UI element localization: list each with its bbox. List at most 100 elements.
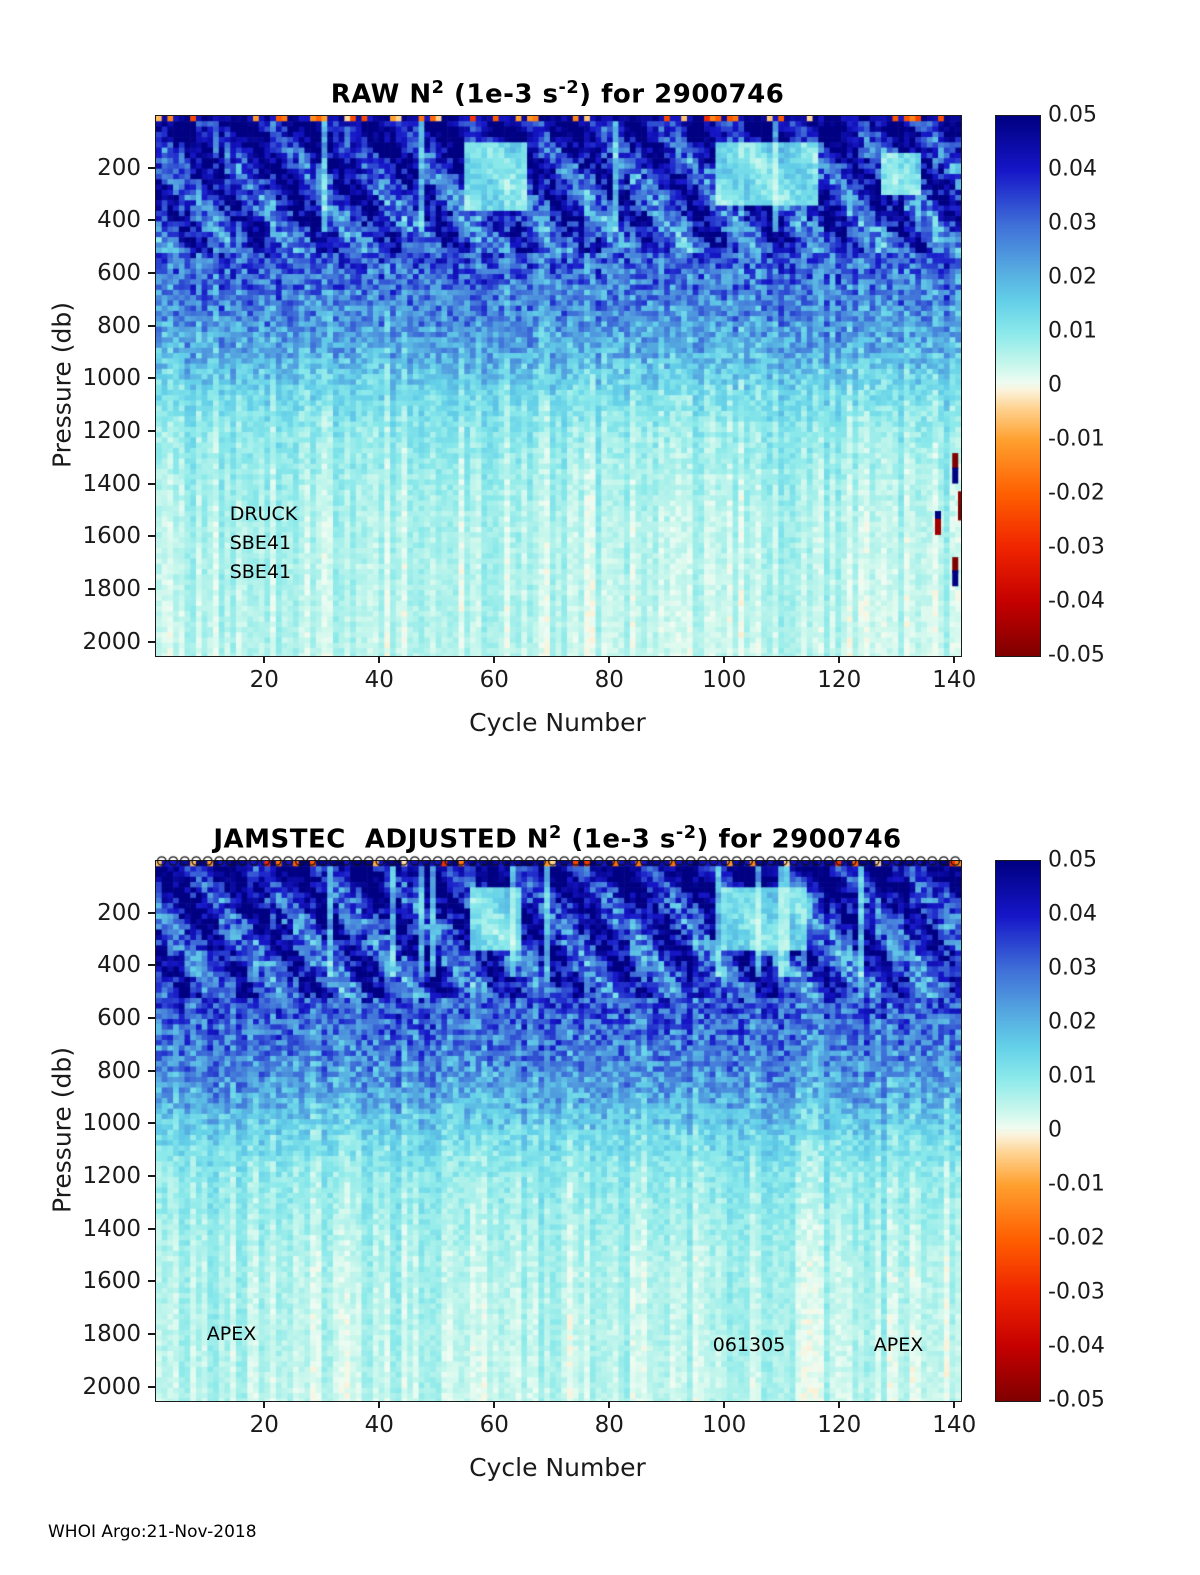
y-tick-label: 800 xyxy=(97,1057,141,1084)
x-tick-mark xyxy=(493,656,496,663)
colorbar-canvas xyxy=(996,861,1040,1401)
x-tick-label: 20 xyxy=(249,1412,279,1438)
heatmap-canvas xyxy=(156,116,961,656)
x-tick-mark xyxy=(378,1401,381,1408)
x-tick-mark xyxy=(263,1401,266,1408)
y-tick-mark xyxy=(148,1175,155,1178)
plot-annotation: APEX xyxy=(873,1333,924,1356)
x-tick-mark xyxy=(493,1401,496,1408)
y-tick-mark xyxy=(148,377,155,380)
y-tick-label: 600 xyxy=(97,1005,141,1032)
y-tick-mark xyxy=(148,1017,155,1020)
y-tick-mark xyxy=(148,324,155,327)
title-superscript: 2 xyxy=(431,78,445,98)
y-tick-label: 1600 xyxy=(82,523,141,550)
y-tick-mark xyxy=(148,964,155,967)
y-tick-label: 600 xyxy=(97,260,141,287)
y-tick-label: 200 xyxy=(97,154,141,181)
colorbar-tick-label: -0.01 xyxy=(1048,1171,1105,1197)
colorbar-tick-label: 0.01 xyxy=(1048,318,1097,344)
plot-annotation: SBE41 xyxy=(229,561,292,584)
x-tick-label: 120 xyxy=(817,1412,862,1438)
x-tick-label: 20 xyxy=(249,667,279,693)
y-tick-mark xyxy=(148,482,155,485)
x-tick-label: 80 xyxy=(594,667,624,693)
title-superscript: -2 xyxy=(558,78,580,98)
colorbar-tick-label: -0.03 xyxy=(1048,534,1105,560)
colorbar-tick-label: 0.03 xyxy=(1048,955,1097,981)
y-tick-mark xyxy=(148,1385,155,1388)
y-tick-label: 800 xyxy=(97,312,141,339)
x-tick-label: 40 xyxy=(364,667,394,693)
y-tick-label: 1800 xyxy=(82,576,141,603)
colorbar-tick-label: 0.05 xyxy=(1048,102,1097,128)
colorbar-tick-label: -0.02 xyxy=(1048,480,1105,506)
colorbar-tick-label: -0.05 xyxy=(1048,642,1105,668)
colorbar-tick-label: 0.03 xyxy=(1048,210,1097,236)
y-tick-mark xyxy=(148,1122,155,1125)
y-tick-label: 2000 xyxy=(82,1373,141,1400)
colorbar-tick-label: -0.03 xyxy=(1048,1279,1105,1305)
x-tick-label: 40 xyxy=(364,1412,394,1438)
footer-credit: WHOI Argo:21-Nov-2018 xyxy=(48,1522,257,1542)
y-tick-label: 1000 xyxy=(82,365,141,392)
y-tick-mark xyxy=(148,535,155,538)
heatmap-canvas xyxy=(156,861,961,1401)
y-tick-label: 1200 xyxy=(82,418,141,445)
y-tick-label: 1200 xyxy=(82,1163,141,1190)
y-tick-mark xyxy=(148,430,155,433)
x-tick-mark xyxy=(723,656,726,663)
y-tick-label: 400 xyxy=(97,952,141,979)
chart-raw-n2: RAW N2 (1e-3 s-2) for 2900746 Pressure (… xyxy=(0,60,1200,805)
y-tick-mark xyxy=(148,911,155,914)
chart-adjusted-n2: JAMSTEC ADJUSTED N2 (1e-3 s-2) for 29007… xyxy=(0,805,1200,1550)
x-tick-label: 60 xyxy=(479,667,509,693)
colorbar-tick-label: 0.01 xyxy=(1048,1063,1097,1089)
title-text: ) for 2900746 xyxy=(696,824,902,855)
colorbar-tick-label: -0.05 xyxy=(1048,1387,1105,1413)
y-tick-label: 1400 xyxy=(82,470,141,497)
colorbar-tick-label: -0.01 xyxy=(1048,426,1105,452)
plot-annotation: DRUCK xyxy=(229,503,298,526)
x-tick-label: 100 xyxy=(702,667,747,693)
colorbar-tick-label: 0 xyxy=(1048,372,1062,398)
x-tick-label: 80 xyxy=(594,1412,624,1438)
x-tick-label: 140 xyxy=(932,667,977,693)
colorbar-tick-label: -0.04 xyxy=(1048,1333,1105,1359)
plot-area xyxy=(155,854,962,1402)
x-tick-label: 60 xyxy=(479,1412,509,1438)
y-tick-label: 400 xyxy=(97,207,141,234)
y-tick-mark xyxy=(148,1280,155,1283)
x-tick-mark xyxy=(838,656,841,663)
colorbar-canvas xyxy=(996,116,1040,656)
plot-area xyxy=(155,115,962,657)
x-tick-mark xyxy=(378,656,381,663)
y-tick-mark xyxy=(148,1227,155,1230)
x-tick-mark xyxy=(953,1401,956,1408)
y-tick-label: 1600 xyxy=(82,1268,141,1295)
y-tick-mark xyxy=(148,640,155,643)
x-tick-mark xyxy=(838,1401,841,1408)
x-tick-mark xyxy=(263,656,266,663)
colorbar-tick-label: 0 xyxy=(1048,1117,1062,1143)
y-tick-label: 1000 xyxy=(82,1110,141,1137)
title-text: RAW N xyxy=(330,79,432,110)
colorbar-tick-label: 0.02 xyxy=(1048,1009,1097,1035)
x-tick-label: 140 xyxy=(932,1412,977,1438)
chart-title: RAW N2 (1e-3 s-2) for 2900746 xyxy=(155,78,960,110)
colorbar-tick-label: 0.05 xyxy=(1048,847,1097,873)
x-tick-mark xyxy=(723,1401,726,1408)
plot-annotation: 061305 xyxy=(712,1333,786,1356)
title-text: (1e-3 s xyxy=(561,824,676,855)
title-superscript: -2 xyxy=(675,823,697,843)
colorbar-tick-label: -0.02 xyxy=(1048,1225,1105,1251)
x-tick-label: 120 xyxy=(817,667,862,693)
title-text: JAMSTEC ADJUSTED N xyxy=(213,824,550,855)
y-axis-label: Pressure (db) xyxy=(47,302,77,468)
y-tick-mark xyxy=(148,166,155,169)
y-tick-mark xyxy=(148,588,155,591)
title-text: ) for 2900746 xyxy=(579,79,785,110)
y-tick-mark xyxy=(148,272,155,275)
plot-annotation: APEX xyxy=(206,1323,257,1346)
